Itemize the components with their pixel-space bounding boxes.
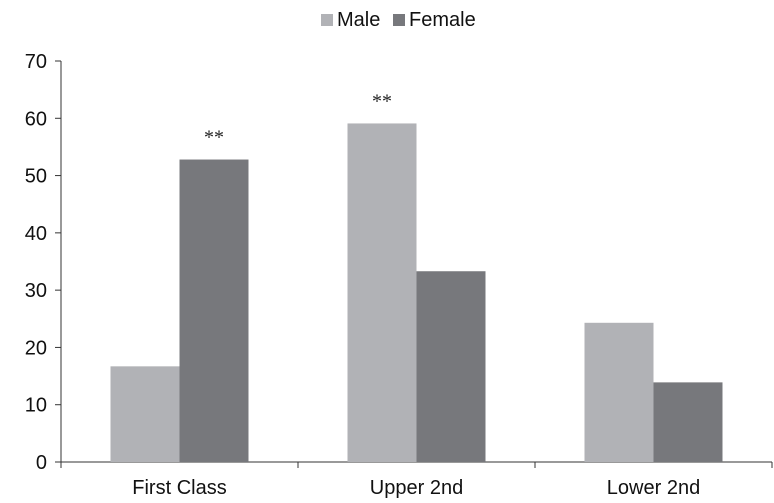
x-tick-label-upper-2nd: Upper 2nd <box>370 477 463 499</box>
y-tick-label-40: 40 <box>25 223 47 245</box>
annotation-male-upper-2nd: ** <box>372 90 392 112</box>
x-tick-label-first-class: First Class <box>132 477 226 499</box>
x-axis: First Class Upper 2nd Lower 2nd <box>61 462 772 499</box>
y-tick-label-50: 50 <box>25 166 47 188</box>
bar-female-first-class <box>180 160 249 462</box>
legend-label-male: Male <box>337 9 380 31</box>
bar-male-first-class <box>111 366 180 462</box>
bar-female-lower-2nd <box>654 382 723 462</box>
y-tick-label-60: 60 <box>25 108 47 130</box>
bars-group <box>111 123 723 462</box>
y-tick-label-70: 70 <box>25 51 47 73</box>
bar-male-upper-2nd <box>348 123 417 462</box>
x-tick-label-lower-2nd: Lower 2nd <box>607 477 700 499</box>
y-tick-label-20: 20 <box>25 337 47 359</box>
legend-swatch-female <box>393 14 405 26</box>
y-tick-label-30: 30 <box>25 280 47 302</box>
y-tick-label-10: 10 <box>25 395 47 417</box>
legend: Male Female <box>321 9 476 31</box>
bar-male-lower-2nd <box>585 323 654 462</box>
annotation-female-first-class: ** <box>204 127 224 149</box>
y-axis: 0 10 20 30 40 50 60 70 <box>25 51 61 474</box>
y-tick-label-0: 0 <box>36 452 47 474</box>
legend-swatch-male <box>321 14 333 26</box>
bar-female-upper-2nd <box>417 271 486 462</box>
legend-label-female: Female <box>409 9 476 31</box>
